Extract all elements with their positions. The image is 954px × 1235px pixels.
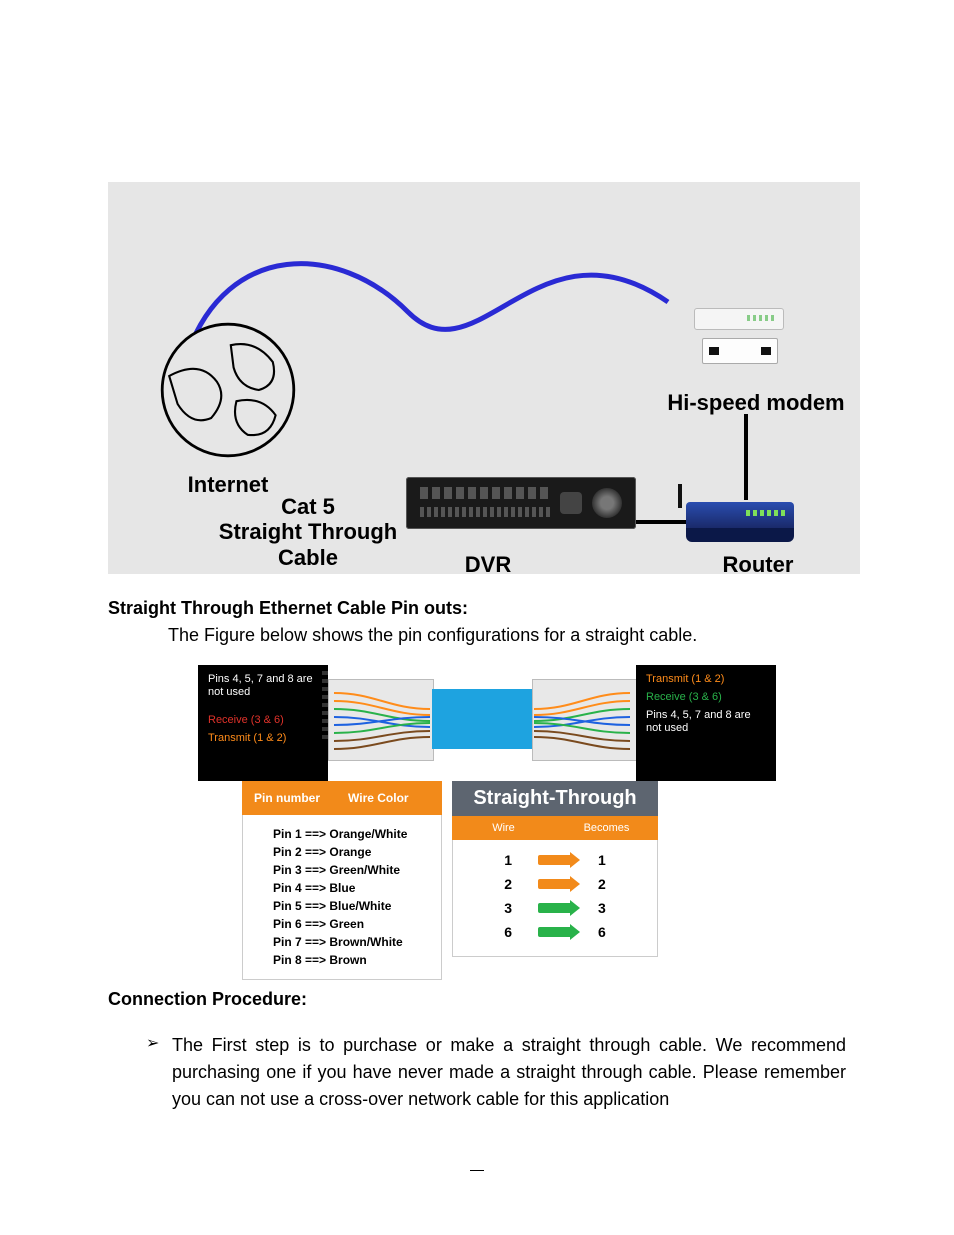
- procedure-list: The First step is to purchase or make a …: [146, 1032, 846, 1113]
- st-from: 6: [504, 924, 512, 940]
- pin-row: Pin 1 ==> Orange/White: [273, 825, 411, 843]
- modem-device-top: [694, 308, 784, 330]
- left-receive: Receive (3 & 6): [208, 714, 318, 726]
- pin-row: Pin 8 ==> Brown: [273, 951, 411, 969]
- left-signal-block: Pins 4, 5, 7 and 8 are not used Receive …: [198, 665, 328, 781]
- modem-device-bottom: [702, 338, 778, 364]
- right-signal-block: Transmit (1 & 2) Receive (3 & 6) Pins 4,…: [636, 665, 776, 781]
- arrow-icon: [538, 855, 572, 865]
- procedure-item: The First step is to purchase or make a …: [146, 1032, 846, 1113]
- procedure-section: Connection Procedure: The First step is …: [108, 989, 846, 1113]
- pin-row: Pin 2 ==> Orange: [273, 843, 411, 861]
- pin-hdr-2: Wire Color: [348, 791, 409, 805]
- arrow-icon: [538, 927, 572, 937]
- arrow-icon: [538, 903, 572, 913]
- st-to: 3: [598, 900, 606, 916]
- pin-color-table: Pin number Wire Color Pin 1 ==> Orange/W…: [242, 781, 442, 980]
- pin-row: Pin 4 ==> Blue: [273, 879, 411, 897]
- st-sub-becomes: Becomes: [555, 816, 658, 840]
- pinout-diagram: Pins 4, 5, 7 and 8 are not used Receive …: [198, 665, 766, 965]
- page-number: [0, 1173, 954, 1189]
- pinout-caption: The Figure below shows the pin configura…: [168, 623, 846, 647]
- st-to: 2: [598, 876, 606, 892]
- pin-row: Pin 5 ==> Blue/White: [273, 897, 411, 915]
- left-wires-icon: [334, 687, 430, 751]
- dvr-router-link: [636, 520, 688, 524]
- label-modem: Hi-speed modem: [656, 390, 856, 416]
- pinout-heading: Straight Through Ethernet Cable Pin outs…: [108, 598, 846, 619]
- procedure-heading: Connection Procedure:: [108, 989, 846, 1010]
- straight-through-table: Straight-Through Wire Becomes 1 1 2 2 3: [452, 781, 658, 957]
- pin-table-rows: Pin 1 ==> Orange/White Pin 2 ==> Orange …: [242, 815, 442, 980]
- st-from: 1: [504, 852, 512, 868]
- globe-icon: [158, 320, 298, 460]
- modem-router-link: [744, 414, 748, 500]
- st-subheader: Wire Becomes: [452, 816, 658, 840]
- label-router: Router: [688, 552, 828, 574]
- right-wires-icon: [534, 687, 630, 751]
- st-from: 3: [504, 900, 512, 916]
- st-map-row: 2 2: [453, 872, 657, 896]
- st-mapping: 1 1 2 2 3 3 6 6: [452, 840, 658, 957]
- router-device: [686, 502, 794, 548]
- st-sub-wire: Wire: [452, 816, 555, 840]
- label-dvr: DVR: [418, 552, 558, 574]
- label-cat5: Cat 5 Straight Through Cable: [208, 494, 408, 570]
- cable-body: [432, 689, 532, 749]
- st-map-row: 6 6: [453, 920, 657, 944]
- arrow-icon: [538, 879, 572, 889]
- network-topology-figure: Internet Cat 5 Straight Through Cable Hi…: [108, 182, 860, 574]
- st-map-row: 3 3: [453, 896, 657, 920]
- pin-row: Pin 3 ==> Green/White: [273, 861, 411, 879]
- pinout-section: Straight Through Ethernet Cable Pin outs…: [108, 598, 846, 647]
- dvr-device: [406, 477, 636, 529]
- st-to: 1: [598, 852, 606, 868]
- page: Internet Cat 5 Straight Through Cable Hi…: [0, 182, 954, 1189]
- left-unused: Pins 4, 5, 7 and 8 are not used: [208, 673, 318, 699]
- right-transmit: Transmit (1 & 2): [646, 673, 766, 685]
- pin-row: Pin 6 ==> Green: [273, 915, 411, 933]
- st-title: Straight-Through: [452, 781, 658, 816]
- pin-hdr-1: Pin number: [254, 791, 320, 805]
- right-receive: Receive (3 & 6): [646, 691, 766, 703]
- pin-row: Pin 7 ==> Brown/White: [273, 933, 411, 951]
- st-to: 6: [598, 924, 606, 940]
- right-unused: Pins 4, 5, 7 and 8 are not used: [646, 709, 766, 735]
- pin-table-header: Pin number Wire Color: [242, 781, 442, 815]
- st-from: 2: [504, 876, 512, 892]
- left-transmit: Transmit (1 & 2): [208, 732, 318, 744]
- st-map-row: 1 1: [453, 848, 657, 872]
